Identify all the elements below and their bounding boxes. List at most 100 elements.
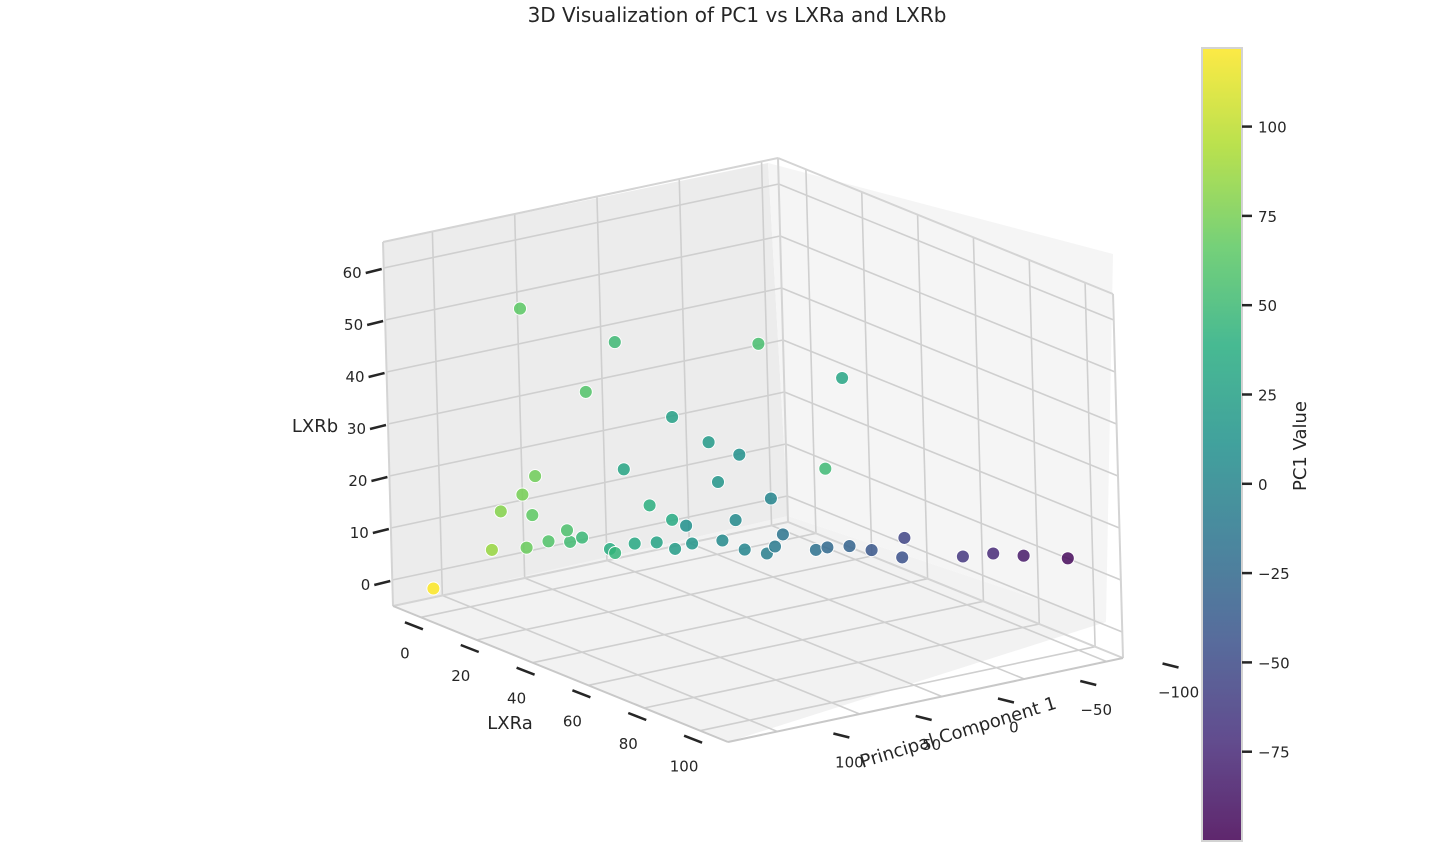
data-point xyxy=(665,512,680,527)
y-tick-label: 80 xyxy=(619,735,638,753)
data-point xyxy=(768,539,782,554)
data-point xyxy=(525,508,540,523)
x-tick-label: −100 xyxy=(1158,684,1199,702)
data-point xyxy=(608,546,623,560)
data-point xyxy=(685,536,700,551)
gridline-z-left xyxy=(389,391,785,477)
x-tick-mark xyxy=(915,714,932,722)
data-point xyxy=(775,527,790,542)
z-tick-mark xyxy=(368,371,385,379)
pane-edge xyxy=(777,157,789,523)
y-tick-mark xyxy=(627,711,647,722)
data-point xyxy=(1016,548,1031,563)
data-point xyxy=(426,581,441,596)
y-tick-mark xyxy=(683,734,703,744)
gridline-z-left xyxy=(386,287,782,373)
data-point xyxy=(897,530,912,545)
chart-title: 3D Visualization of PC1 vs LXRa and LXRb xyxy=(528,3,947,27)
y-tick-label: 20 xyxy=(451,667,470,685)
data-point xyxy=(701,435,716,450)
y-tick-label: 100 xyxy=(670,758,699,776)
data-point xyxy=(560,523,574,538)
data-point xyxy=(575,530,590,545)
data-point xyxy=(649,535,664,550)
gridline-y-floor xyxy=(644,623,1040,709)
data-point xyxy=(484,542,499,557)
data-point xyxy=(820,540,835,555)
pane-edge xyxy=(382,241,394,607)
z-tick-mark xyxy=(365,267,383,275)
colorbar-tick-label: 100 xyxy=(1258,119,1287,137)
data-point xyxy=(563,534,578,549)
x-axis-label: Principal Component 1 xyxy=(858,693,1059,773)
data-point xyxy=(818,461,833,476)
x-axis-line xyxy=(727,657,1124,743)
data-point xyxy=(541,534,556,549)
x-tick-mark xyxy=(1079,679,1097,687)
z-tick-label: 40 xyxy=(345,368,364,386)
z-tick-label: 0 xyxy=(361,576,371,594)
x-tick-mark xyxy=(997,697,1015,704)
gridline-x-floor xyxy=(606,559,943,698)
pane-edge xyxy=(777,157,1114,295)
z-tick-label: 60 xyxy=(343,264,362,282)
data-point xyxy=(515,487,530,502)
axes: 0 10 20 30 40 50 60 0 20 40 60 80 100 −100 −50 0 50 100 xyxy=(343,264,1200,776)
data-point xyxy=(895,550,910,565)
data-point xyxy=(864,543,879,558)
y-tick-mark xyxy=(460,643,480,654)
pane-edge xyxy=(382,157,779,243)
data-point xyxy=(751,336,766,351)
gridline-y-floor xyxy=(476,555,872,641)
data-point xyxy=(528,469,543,484)
y-tick-mark xyxy=(571,689,591,699)
data-point xyxy=(728,513,743,528)
x-tick-label: 100 xyxy=(835,754,864,772)
data-point xyxy=(715,533,730,548)
data-point xyxy=(955,549,970,564)
gridline-z-left xyxy=(383,183,779,269)
data-point xyxy=(616,462,631,477)
scatter-points xyxy=(426,301,1075,596)
z-axis-label: LXRb xyxy=(292,416,338,437)
gridline-z-right xyxy=(786,495,1123,633)
colorbar-tick-label: 25 xyxy=(1258,386,1277,404)
x-tick-label: 0 xyxy=(1009,719,1019,737)
gridline-z-right xyxy=(778,183,1115,321)
y-tick-mark xyxy=(404,621,424,631)
pane-back-left xyxy=(383,163,788,606)
y-tick-label: 60 xyxy=(563,712,582,730)
z-tick-mark xyxy=(366,319,384,327)
z-tick-label: 30 xyxy=(347,420,366,438)
pane-back-right xyxy=(768,163,1113,622)
gridline-z-right xyxy=(784,391,1120,529)
data-point xyxy=(986,546,1001,561)
data-point xyxy=(578,384,593,399)
gridline-z-right xyxy=(782,339,1119,477)
gridline-y-floor xyxy=(588,600,984,687)
y-tick-label: 0 xyxy=(400,644,410,662)
colorbar xyxy=(1201,47,1243,842)
colorbar-tick-label: −50 xyxy=(1258,654,1290,672)
data-point xyxy=(627,536,642,551)
gridline-z-right xyxy=(781,287,1117,425)
grid-lines xyxy=(382,157,1124,733)
y-tick-label: 40 xyxy=(507,690,526,708)
data-point xyxy=(493,504,508,519)
data-point xyxy=(711,475,725,489)
colorbar-tick-label: 0 xyxy=(1258,476,1268,494)
colorbar-label: PC1 Value xyxy=(1290,401,1311,491)
data-point xyxy=(607,335,622,350)
data-point xyxy=(679,518,694,533)
data-point xyxy=(642,498,657,513)
data-point xyxy=(1060,551,1075,566)
gridline-z-left xyxy=(392,495,788,581)
gridline-z-right xyxy=(779,235,1116,373)
colorbar-tick-label: −75 xyxy=(1258,744,1290,762)
y-tick-mark xyxy=(516,666,536,676)
z-tick-mark xyxy=(373,579,391,587)
x-tick-label: −50 xyxy=(1080,701,1112,719)
data-point xyxy=(842,539,857,554)
gridline-x-floor xyxy=(442,594,778,733)
gridline-z-left xyxy=(390,443,787,529)
